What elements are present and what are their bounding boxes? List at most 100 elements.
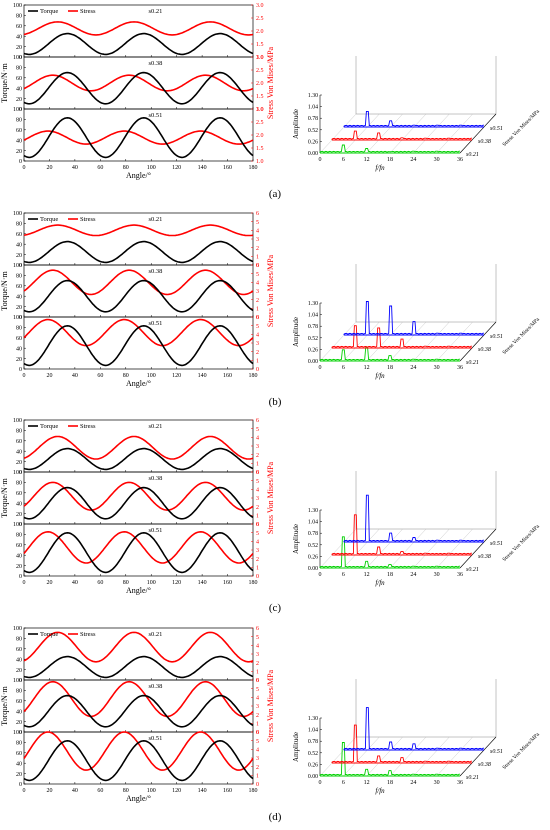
amplitude-tick-label: 1.04 [308,313,318,319]
left-tick-label: 0 [19,315,22,321]
left-tick-label: 60 [16,439,22,445]
floor-gridline [436,113,473,154]
subplot-frame [23,56,254,110]
right-tick-label: 5 [256,324,259,330]
depth-tick-label: s0.21 [466,567,479,573]
x-tick-label: 80 [123,165,129,171]
amplitude-tick-label: 0.00 [308,151,318,157]
right-tick-label: 3.0 [256,3,264,9]
subplot-label: s0.38 [149,475,163,482]
left-tick-label: 40 [16,761,22,767]
left-tick-label: 40 [16,709,22,715]
amplitude-axis-label: Amplitude [292,109,300,139]
spectrum-line-s038 [331,514,472,555]
amplitude-tick-label: 0.52 [308,128,318,134]
floor-gridline [389,528,427,569]
freq-tick-label: 30 [434,572,440,578]
left-tick-label: 80 [16,274,22,280]
x-tick-label: 120 [172,788,181,794]
right-tick-label: 1 [256,722,259,728]
right-tick-label: 1.5 [256,94,264,100]
right-tick-label: 1 [256,255,259,261]
x-axis-label: Angle/° [126,794,151,803]
left-tick-label: 80 [16,637,22,643]
freq-axis-label: f/fn [375,787,385,795]
right-tick-label: 6 [256,211,259,217]
right-tick-label: 3.0 [256,107,264,113]
left-tick-label: 100 [13,211,22,217]
left-tick-label: 20 [16,564,22,570]
stress-line [23,21,254,36]
x-tick-label: 180 [249,373,258,379]
stress-line [23,631,254,663]
left-tick-label: 0 [19,263,22,269]
right-tick-label: 0 [256,730,259,736]
freq-tick-label: 0 [319,365,322,371]
x-tick-label: 100 [147,165,156,171]
subplot-frame [23,523,254,577]
x-tick-label: 0 [23,580,26,586]
amplitude-tick-label: 0.26 [308,762,318,768]
left-tick-label: 100 [13,626,22,632]
x-tick-label: 180 [249,580,258,586]
left-tick-label: 40 [16,86,22,92]
y2-axis-label: Stress Von Mises/MPa [266,254,275,327]
left-tick-label: 60 [16,284,22,290]
stress-line [23,74,254,92]
spectrum-line-s038 [331,325,472,348]
right-tick-label: 1.0 [256,107,264,113]
floor-gridline [343,113,380,154]
left-tick-label: 60 [16,647,22,653]
x-tick-label: 0 [23,373,26,379]
right-tick-label: 3 [256,548,259,554]
right-tick-label: 1.0 [256,159,264,165]
spectrum-line-s051 [343,707,484,750]
x-tick-label: 40 [72,580,78,586]
left-tick-label: 0 [19,159,22,165]
y2-axis-label: Stress Von Mises/MPa [266,669,275,742]
right-tick-label: 1.0 [256,55,264,61]
amplitude-tick-label: 0.78 [308,739,318,745]
left-tick-label: 40 [16,242,22,248]
y-axis-label: Torque/N·m [0,478,9,518]
right-tick-label: 5 [256,427,259,433]
left-tick-label: 80 [16,481,22,487]
left-tick-label: 20 [16,149,22,155]
right-tick-label: 6 [256,470,259,476]
right-tick-label: 0 [256,522,259,528]
left-tick-label: 60 [16,491,22,497]
torque-line [23,279,254,313]
freq-tick-label: 18 [387,572,393,578]
left-tick-label: 100 [13,55,22,61]
torque-line [23,486,254,520]
right-tick-label: 3 [256,756,259,762]
freq-tick-label: 18 [387,780,393,786]
left-tick-label: 0 [19,470,22,476]
freq-tick-label: 30 [434,780,440,786]
x-tick-label: 80 [123,788,129,794]
left-tick-label: 80 [16,741,22,747]
right-tick-label: 3 [256,652,259,658]
left-tick-label: 0 [19,367,22,373]
freq-tick-label: 12 [364,365,370,371]
amplitude-axis-label: Amplitude [292,732,300,762]
amplitude-axis-label: Amplitude [292,317,300,347]
right-tick-label: 2.5 [256,120,264,126]
y-axis-label: Torque/N·m [0,686,9,726]
left-tick-label: 40 [16,553,22,559]
floor-gridline [343,736,380,777]
spectrum-line-s038 [331,130,472,140]
right-tick-label: 4 [256,333,259,339]
spectrum-line-s021 [319,144,460,153]
right-tick-label: 5 [256,479,259,485]
left-tick-label: 20 [16,668,22,674]
left-tick-label: 20 [16,357,22,363]
x-tick-label: 40 [72,373,78,379]
freq-tick-label: 6 [342,365,345,371]
depth-tick-label: s0.21 [466,152,479,158]
depth-tick-label: s0.38 [478,762,491,768]
left-tick-label: 20 [16,253,22,259]
subplot-frame [23,212,254,266]
floor-gridline [389,736,427,777]
